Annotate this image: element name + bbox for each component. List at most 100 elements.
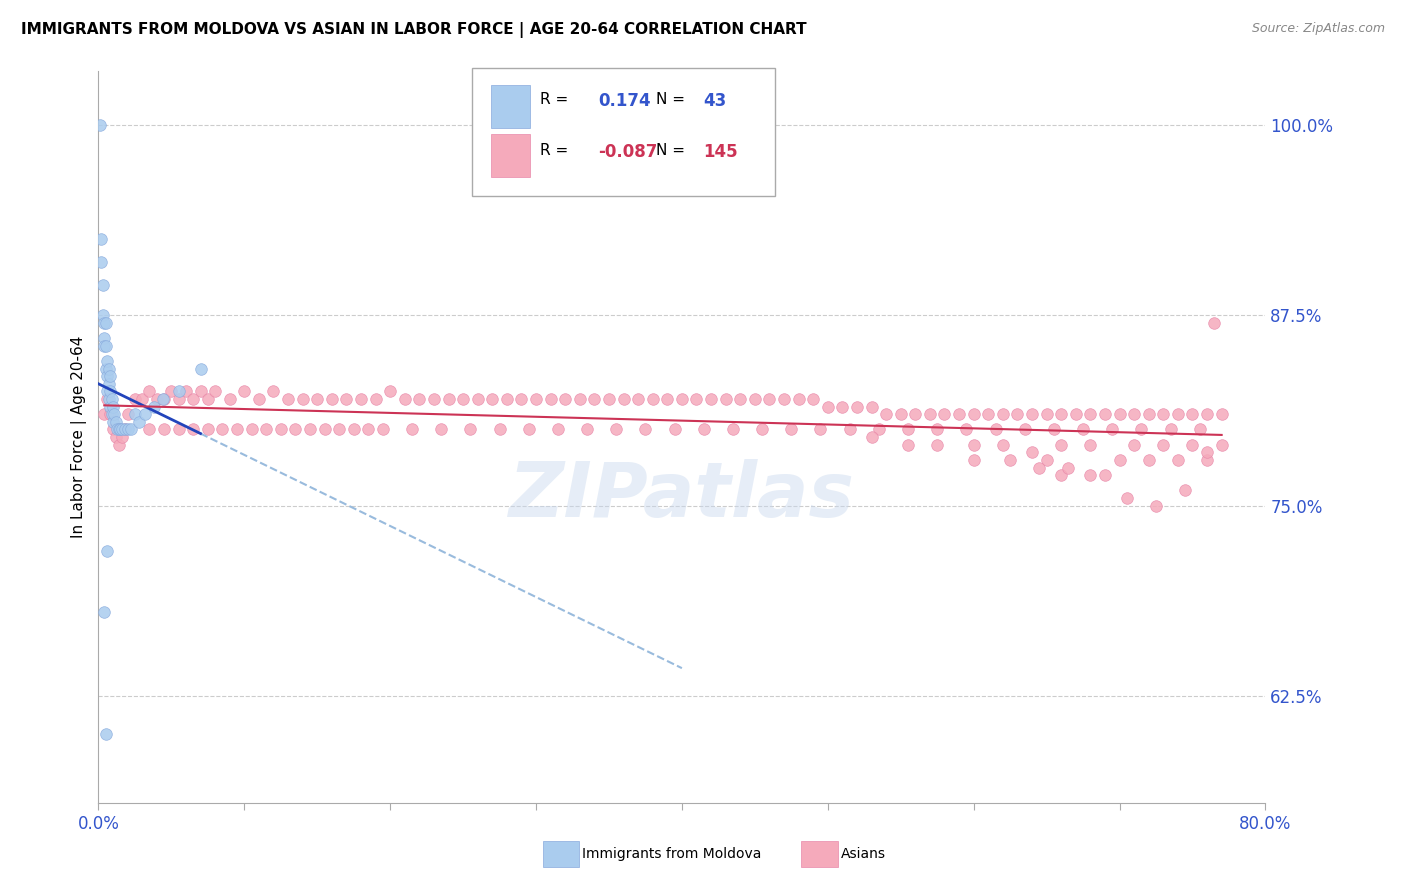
Point	[131, 392, 153, 406]
Point	[875, 407, 897, 421]
Point	[120, 422, 142, 436]
Point	[197, 422, 219, 436]
Point	[190, 361, 212, 376]
Point	[1050, 468, 1073, 483]
Point	[247, 392, 270, 406]
FancyBboxPatch shape	[491, 134, 530, 177]
Point	[510, 392, 533, 406]
Point	[91, 277, 114, 292]
Point	[240, 422, 263, 436]
Point	[146, 392, 169, 406]
Point	[408, 392, 430, 406]
Point	[568, 392, 591, 406]
Point	[934, 407, 956, 421]
Point	[991, 407, 1014, 421]
Point	[467, 392, 489, 406]
Point	[984, 422, 1007, 436]
Point	[977, 407, 1000, 421]
Point	[1152, 438, 1174, 452]
Point	[138, 422, 160, 436]
Text: ZIPatlas: ZIPatlas	[509, 458, 855, 533]
Point	[270, 422, 292, 436]
Point	[962, 453, 984, 467]
Point	[124, 392, 146, 406]
Point	[801, 392, 824, 406]
Point	[817, 400, 839, 414]
Point	[1188, 422, 1211, 436]
Point	[1195, 407, 1218, 421]
Point	[1080, 407, 1102, 421]
Point	[97, 361, 120, 376]
Point	[97, 392, 120, 406]
Point	[160, 384, 183, 399]
Point	[93, 316, 115, 330]
Point	[218, 392, 240, 406]
Point	[105, 422, 128, 436]
Point	[991, 438, 1014, 452]
Point	[1071, 422, 1094, 436]
Point	[262, 384, 284, 399]
Point	[1144, 499, 1167, 513]
Point	[103, 407, 125, 421]
Point	[101, 400, 124, 414]
Point	[1080, 468, 1102, 483]
Text: Source: ZipAtlas.com: Source: ZipAtlas.com	[1251, 22, 1385, 36]
Point	[97, 376, 120, 391]
Point	[181, 422, 204, 436]
Point	[583, 392, 606, 406]
Point	[101, 415, 124, 429]
Point	[167, 422, 190, 436]
Point	[96, 384, 118, 399]
Point	[1195, 453, 1218, 467]
Point	[98, 407, 121, 421]
Point	[254, 422, 277, 436]
Text: R =: R =	[540, 143, 568, 158]
Point	[685, 392, 707, 406]
Point	[1021, 407, 1043, 421]
Point	[517, 422, 540, 436]
Point	[554, 392, 576, 406]
Point	[810, 422, 832, 436]
Y-axis label: In Labor Force | Age 20-64: In Labor Force | Age 20-64	[72, 336, 87, 538]
Point	[357, 422, 380, 436]
Text: Immigrants from Moldova: Immigrants from Moldova	[582, 847, 762, 861]
Point	[1057, 460, 1080, 475]
Point	[226, 422, 249, 436]
Text: Asians: Asians	[841, 847, 886, 861]
Point	[204, 384, 226, 399]
Point	[1094, 468, 1116, 483]
Point	[1130, 422, 1153, 436]
Point	[1152, 407, 1174, 421]
Point	[860, 400, 883, 414]
Point	[868, 422, 890, 436]
Point	[721, 422, 744, 436]
Point	[167, 384, 190, 399]
Point	[1094, 407, 1116, 421]
Point	[962, 407, 984, 421]
Point	[524, 392, 547, 406]
Point	[1137, 407, 1160, 421]
Point	[100, 407, 122, 421]
Point	[1115, 491, 1137, 505]
Point	[98, 400, 121, 414]
Point	[744, 392, 766, 406]
Point	[233, 384, 256, 399]
Point	[780, 422, 803, 436]
Point	[90, 232, 112, 246]
Point	[94, 338, 117, 352]
Point	[153, 422, 176, 436]
Point	[576, 422, 599, 436]
Point	[437, 392, 460, 406]
Point	[108, 422, 131, 436]
Point	[1211, 407, 1233, 421]
Point	[1035, 453, 1057, 467]
Point	[846, 400, 869, 414]
FancyBboxPatch shape	[472, 68, 775, 195]
Point	[460, 422, 482, 436]
Point	[335, 392, 357, 406]
Text: -0.087: -0.087	[598, 143, 657, 161]
Point	[1035, 407, 1057, 421]
Point	[838, 422, 860, 436]
Point	[96, 544, 118, 558]
Text: R =: R =	[540, 92, 568, 107]
